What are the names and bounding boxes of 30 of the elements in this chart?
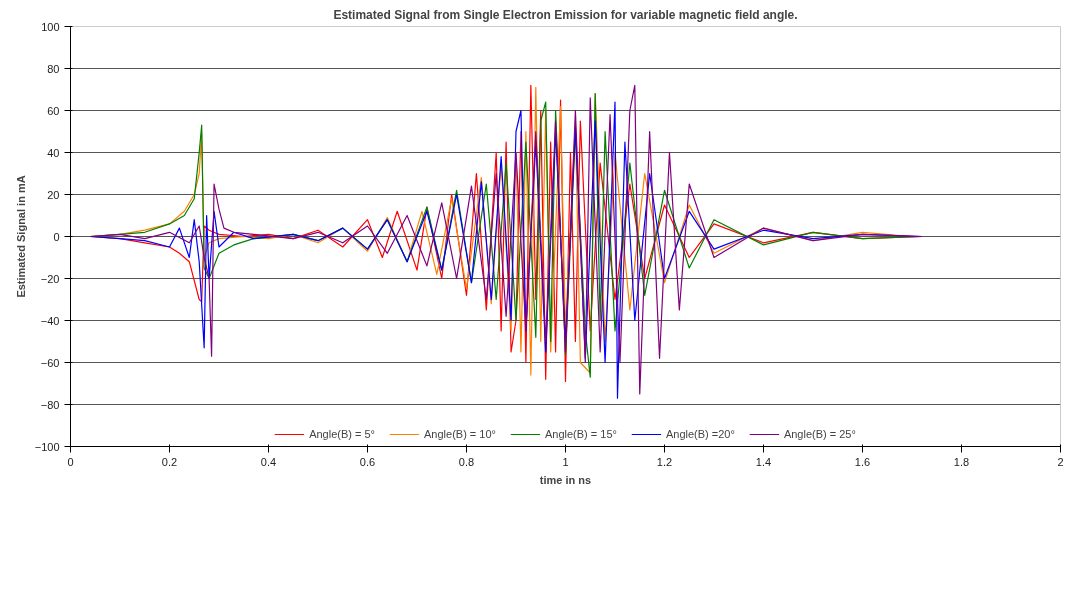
y-tick-label: −80 [40,398,60,411]
y-tick-label: −20 [40,272,60,285]
y-tick-label: 60 [47,104,60,117]
x-tick-label: 1.2 [656,455,673,468]
x-tick-label: 0 [67,455,74,468]
chart-title: Estimated Signal from Single Electron Emission for variable magnetic field angle. [333,7,798,22]
x-tick-label: 1.4 [755,455,772,468]
x-tick-label: 0.6 [359,455,376,468]
legend-label: Angle(B) = 10° [424,428,496,440]
y-tick-label: 0 [53,230,60,243]
legend-label: Angle(B) = 25° [783,428,856,440]
y-tick-label: 100 [41,20,60,33]
y-tick-label: −100 [34,440,60,453]
x-tick-label: 0.2 [161,455,178,468]
x-tick-label: 1.6 [854,455,871,468]
x-tick-label: 1 [562,455,569,468]
legend-label: Angle(B) =20° [665,428,735,440]
y-axis-title: Estimated Signal in mA [14,175,27,298]
x-axis-title: time in ns [539,473,592,486]
x-tick-label: 2 [1057,455,1064,468]
y-tick-label: 40 [47,146,60,159]
x-tick-label: 0.8 [458,455,475,468]
x-tick-label: 0.4 [260,455,277,468]
y-tick-label: 80 [47,62,60,75]
y-tick-label: 20 [47,188,60,201]
x-tick-label: 1.8 [953,455,970,468]
legend-label: Angle(B) = 15° [544,428,617,440]
y-tick-label: −60 [40,356,60,369]
legend-label: Angle(B) = 5° [309,428,376,440]
y-tick-label: −40 [40,314,60,327]
